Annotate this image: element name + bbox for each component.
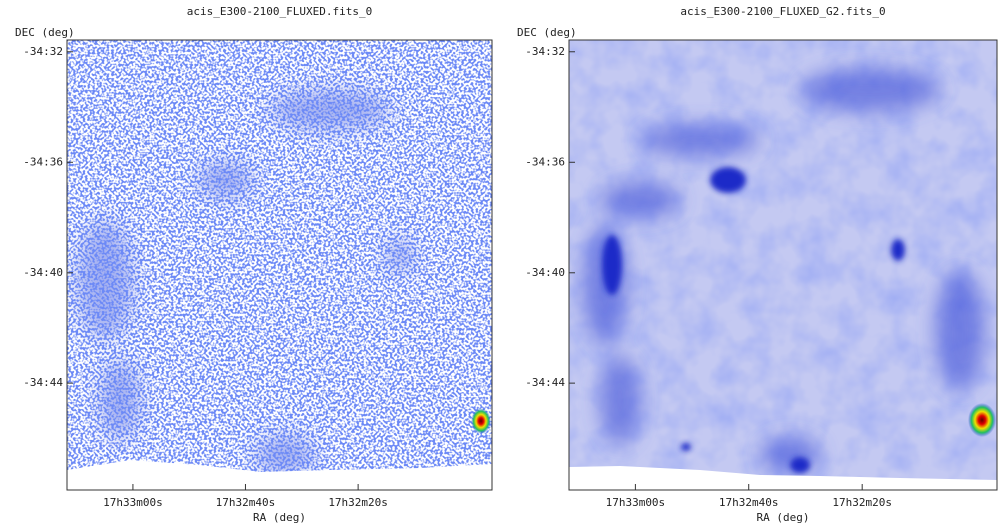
chart-title: acis_E300-2100_FLUXED_G2.fits_0 [680,5,885,18]
y-axis-label: DEC (deg) [15,26,75,39]
chart-title: acis_E300-2100_FLUXED.fits_0 [187,5,372,18]
x-tick-label: 17h32m20s [328,496,388,509]
plot-frame [568,39,998,491]
y-tick-label: -34:32 [525,45,565,58]
x-tick-label: 17h32m40s [719,496,779,509]
image-left [67,40,492,490]
y-axis-label: DEC (deg) [517,26,577,39]
y-tick-label: -34:40 [525,266,565,279]
image-right [569,40,997,490]
y-tick-label: -34:32 [23,45,63,58]
x-tick-label: 17h32m20s [832,496,892,509]
x-tick-label: 17h32m40s [216,496,276,509]
y-tick-label: -34:36 [23,155,63,168]
x-tick-label: 17h33m00s [103,496,163,509]
y-tick-label: -34:44 [525,376,565,389]
y-tick-label: -34:40 [23,266,63,279]
plot-frame [66,39,493,491]
y-tick-label: -34:44 [23,376,63,389]
y-tick-label: -34:36 [525,155,565,168]
x-tick-label: 17h33m00s [606,496,666,509]
x-axis-label: RA (deg) [757,511,810,524]
x-axis-label: RA (deg) [253,511,306,524]
